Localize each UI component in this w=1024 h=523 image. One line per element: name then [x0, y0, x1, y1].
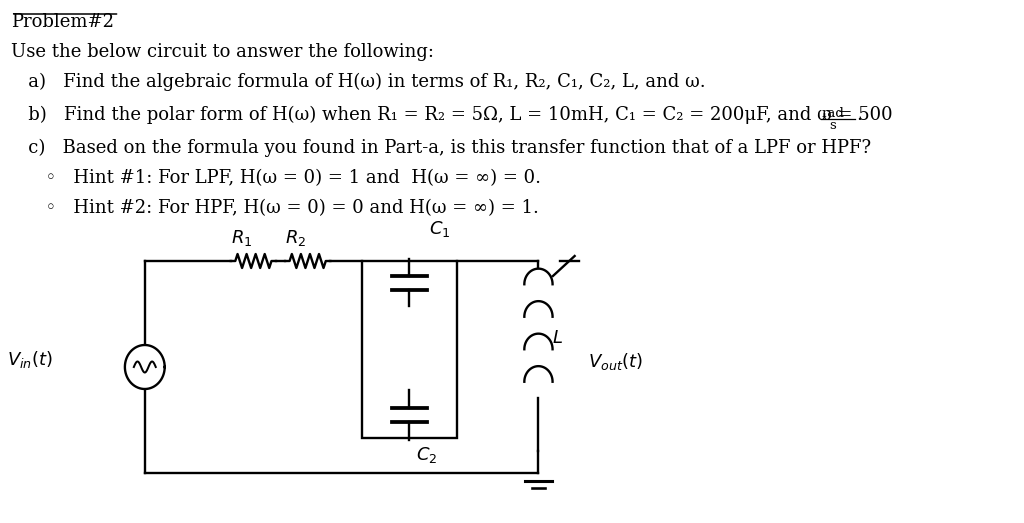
Text: c)   Based on the formula you found in Part-a, is this transfer function that of: c) Based on the formula you found in Par… [11, 139, 871, 157]
Text: $\mathit{R_2}$: $\mathit{R_2}$ [285, 228, 306, 248]
Text: $V_{in}(t)$: $V_{in}(t)$ [7, 348, 53, 370]
Text: Use the below circuit to answer the following:: Use the below circuit to answer the foll… [11, 43, 434, 61]
Text: s: s [829, 119, 836, 132]
Bar [361, 261, 457, 438]
Text: .: . [856, 106, 862, 124]
Text: $\mathit{C_2}$: $\mathit{C_2}$ [416, 445, 437, 465]
Text: $\mathit{R_1}$: $\mathit{R_1}$ [230, 228, 252, 248]
Text: $\mathit{C_1}$: $\mathit{C_1}$ [429, 219, 451, 239]
Text: a)   Find the algebraic formula of H(ω) in terms of R₁, R₂, C₁, C₂, L, and ω.: a) Find the algebraic formula of H(ω) in… [11, 73, 706, 91]
Text: ◦   Hint #2: For HPF, H(ω = 0) = 0 and H(ω = ∞) = 1.: ◦ Hint #2: For HPF, H(ω = 0) = 0 and H(ω… [11, 199, 539, 217]
Text: $V_{out}(t)$: $V_{out}(t)$ [588, 351, 643, 372]
Text: $\mathit{L}$: $\mathit{L}$ [552, 329, 563, 347]
Text: Problem#2: Problem#2 [11, 13, 114, 31]
Text: rad: rad [821, 107, 845, 120]
Text: b)   Find the polar form of H(ω) when R₁ = R₂ = 5Ω, L = 10mH, C₁ = C₂ = 200μF, a: b) Find the polar form of H(ω) when R₁ =… [11, 106, 893, 124]
Text: ◦   Hint #1: For LPF, H(ω = 0) = 1 and  H(ω = ∞) = 0.: ◦ Hint #1: For LPF, H(ω = 0) = 1 and H(ω… [11, 169, 541, 187]
